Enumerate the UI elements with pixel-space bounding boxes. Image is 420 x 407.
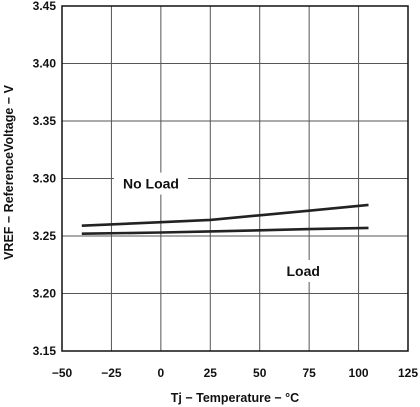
y-tick-labels: 3.15 3.20 3.25 3.30 3.35 3.40 3.45: [33, 0, 57, 358]
x-tick-label: 25: [204, 366, 218, 380]
y-tick-label: 3.30: [33, 172, 57, 186]
y-tick-label: 3.35: [33, 114, 57, 128]
annotations: No Load Load: [113, 172, 328, 282]
y-tick-label: 3.20: [33, 287, 57, 301]
x-tick-label: 75: [302, 366, 316, 380]
y-axis-label: VREF − ReferenceVoltage − V: [2, 84, 16, 259]
x-tick-label: 125: [398, 366, 418, 380]
y-tick-label: 3.45: [33, 0, 57, 13]
annotation-background: [279, 259, 328, 282]
x-tick-label: −50: [52, 366, 73, 380]
x-tick-label: 0: [158, 366, 165, 380]
x-axis-label: Tj − Temperature − °C: [171, 391, 299, 405]
series-line: [81, 226, 369, 235]
series-line: [81, 203, 369, 227]
x-tick-label: 50: [253, 366, 267, 380]
series-lines: [81, 203, 369, 235]
annotation-label: Load: [286, 263, 319, 279]
annotation-label: No Load: [123, 176, 179, 192]
y-tick-label: 3.40: [33, 57, 57, 71]
y-tick-label: 3.15: [33, 344, 57, 358]
y-tick-label: 3.25: [33, 229, 57, 243]
x-tick-label: −25: [101, 366, 122, 380]
x-tick-label: 100: [349, 366, 369, 380]
annotation-background: [113, 172, 189, 195]
x-tick-labels: −50 −25 0 25 50 75 100 125: [52, 366, 419, 380]
plot-frame: [61, 5, 409, 352]
